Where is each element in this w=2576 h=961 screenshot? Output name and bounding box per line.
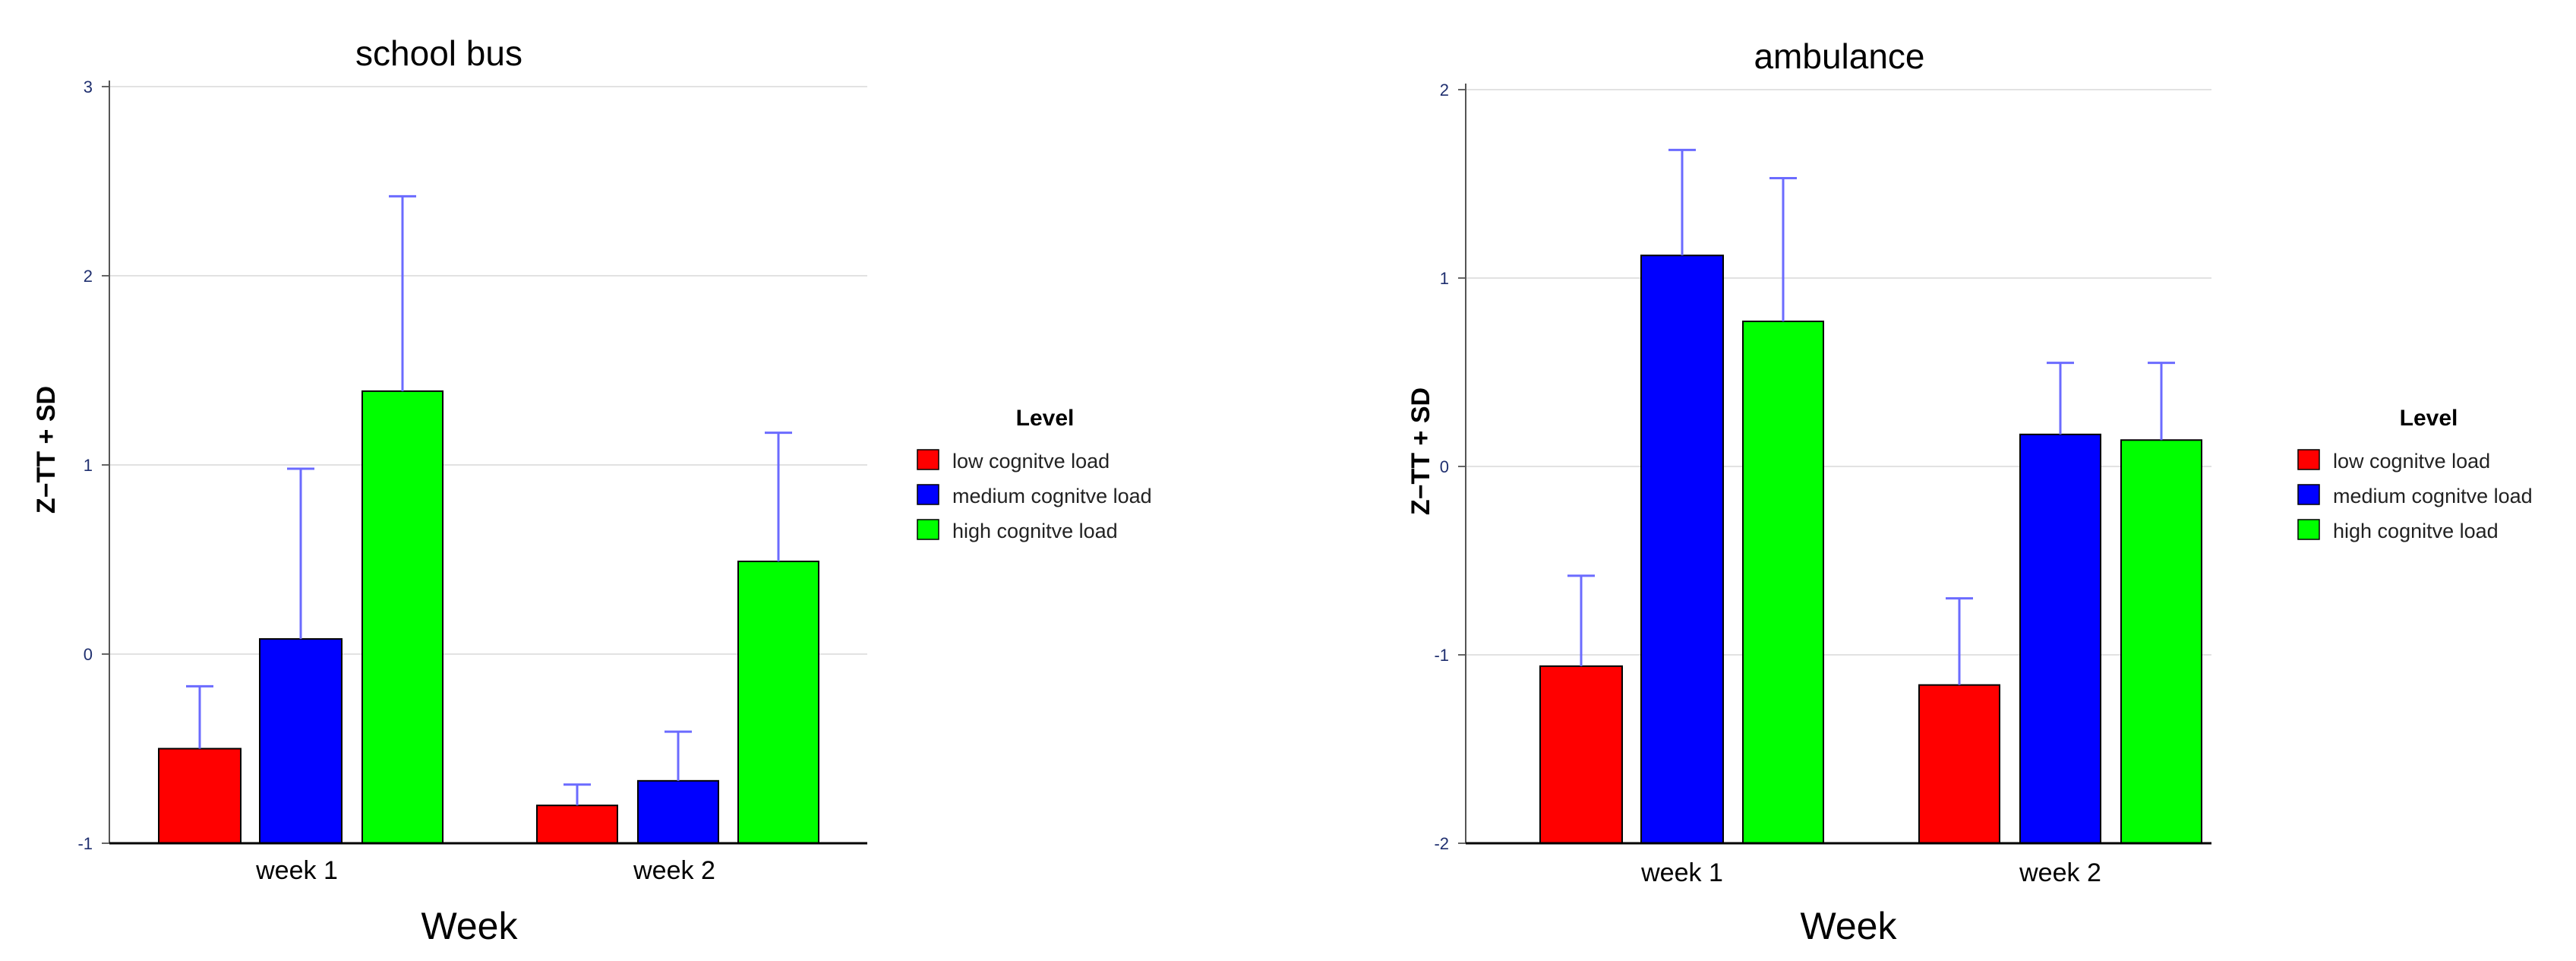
legend-swatch (2297, 484, 2320, 505)
x-tick-label: week 2 (633, 856, 715, 885)
chart-title: school bus (355, 33, 522, 73)
legend-swatch (2297, 519, 2320, 540)
bar-medium-cognitve-load-week-1 (1640, 254, 1724, 844)
legend-swatch (2297, 449, 2320, 470)
legend-label: low cognitve load (2333, 450, 2490, 473)
legend-swatch (917, 449, 939, 470)
y-axis-title: Z−TT + SD (1406, 387, 1435, 515)
legend-label: high cognitve load (2333, 520, 2499, 542)
y-tick-label: -2 (1434, 834, 1449, 853)
y-tick-label: 2 (1440, 81, 1449, 100)
x-tick-label: week 1 (255, 856, 338, 885)
x-axis-title: Week (1801, 905, 1898, 947)
bar-medium-cognitve-load-week-2 (2019, 433, 2101, 844)
x-axis-title: Week (421, 905, 519, 947)
legend-title: Level (1016, 406, 1075, 431)
chart-0: -1 0 1 2 3 week 1 week 2 school bus Week Z−TT + S… (32, 33, 1152, 947)
bar-high-cognitve-load-week-1 (1742, 321, 1824, 845)
bar-high-cognitve-load-week-2 (2120, 439, 2202, 844)
y-tick-label: 3 (84, 77, 93, 96)
bar-low-cognitve-load-week-2 (1918, 684, 2000, 844)
bar-medium-cognitve-load-week-1 (259, 638, 343, 845)
legend-label: medium cognitve load (952, 485, 1152, 507)
legend-title: Level (2400, 406, 2458, 431)
legend-swatch (917, 484, 939, 505)
chart-1: -2 -1 0 1 2 week 1 week 2 ambulance Week Z−TT + S… (1406, 36, 2533, 947)
bar-medium-cognitve-load-week-2 (637, 779, 719, 844)
x-tick-label: week 1 (1640, 858, 1723, 887)
bar-low-cognitve-load-week-1 (1539, 665, 1623, 844)
bar-high-cognitve-load-week-2 (737, 560, 819, 844)
y-tick-label: -1 (77, 834, 93, 853)
bar-low-cognitve-load-week-2 (536, 805, 618, 844)
y-tick-label: 1 (84, 456, 93, 475)
y-axis-title: Z−TT + SD (32, 386, 61, 514)
y-tick-label: 0 (84, 645, 93, 664)
legend-swatch (917, 519, 939, 540)
y-tick-label: 2 (84, 267, 93, 286)
legend-label: low cognitve load (952, 450, 1110, 473)
x-tick-label: week 2 (2019, 858, 2101, 887)
legend-label: medium cognitve load (2333, 485, 2533, 507)
chart-title: ambulance (1754, 36, 1924, 76)
bar-high-cognitve-load-week-1 (361, 390, 444, 844)
y-tick-label: 0 (1440, 457, 1449, 476)
y-tick-label: -1 (1434, 646, 1449, 665)
bar-low-cognitve-load-week-1 (158, 748, 242, 844)
legend-label: high cognitve load (952, 520, 1118, 542)
y-tick-label: 1 (1440, 269, 1449, 288)
